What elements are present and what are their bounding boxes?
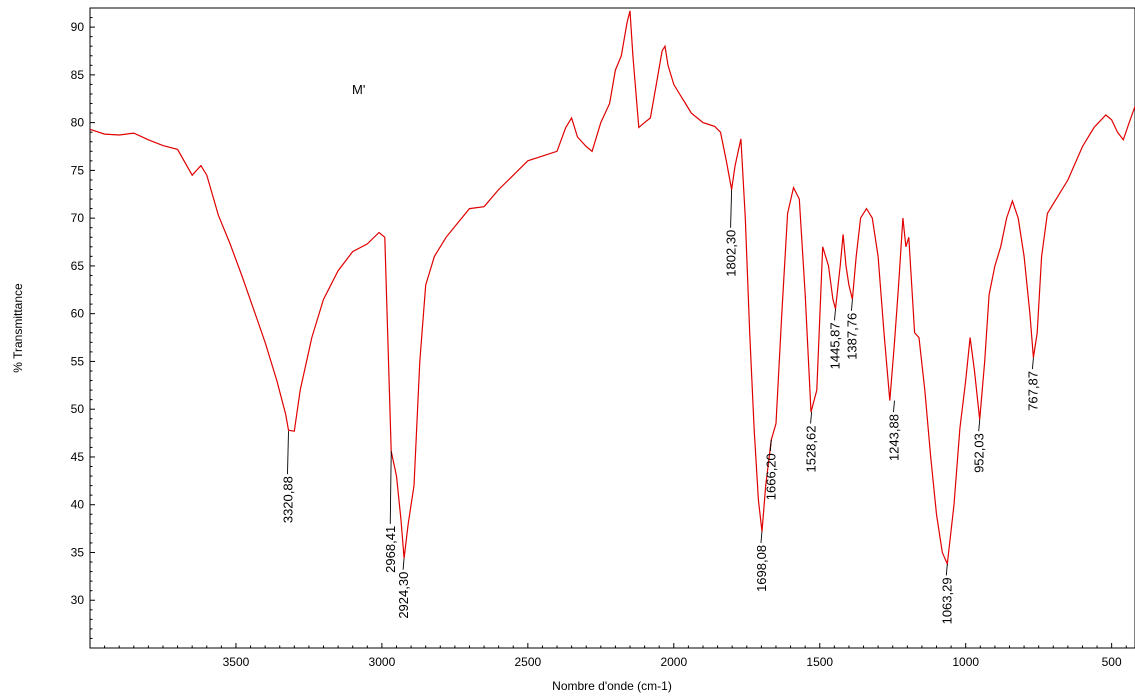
- peak-leader-line: [834, 308, 836, 321]
- peak-label: 952,03: [972, 433, 987, 473]
- peak-label: 1063,29: [939, 577, 954, 624]
- y-tick-label: 65: [71, 259, 85, 273]
- y-tick-label: 55: [71, 354, 85, 368]
- peak-label: 1445,87: [828, 322, 843, 369]
- y-tick-label: 90: [71, 20, 85, 34]
- peak-leader-line: [1031, 357, 1034, 370]
- peak-leader-line: [389, 451, 392, 524]
- y-tick-label: 40: [71, 498, 85, 512]
- y-tick-label: 85: [71, 68, 85, 82]
- y-tick-label: 60: [71, 307, 85, 321]
- x-tick-label: 500: [1102, 655, 1122, 669]
- y-tick-label: 70: [71, 211, 85, 225]
- y-tick-label: 45: [71, 450, 85, 464]
- peak-leader-line: [760, 531, 763, 543]
- peak-leader-line: [287, 431, 289, 475]
- x-tick-label: 3500: [223, 655, 250, 669]
- peak-leader-line: [769, 439, 772, 452]
- peak-label: 1243,88: [886, 414, 901, 461]
- plot-frame: [89, 7, 1135, 649]
- peak-label: 1698,08: [754, 545, 769, 592]
- sample-label: M': [352, 82, 365, 97]
- y-axis-title: % Transmittance: [11, 283, 25, 373]
- peak-label: 1387,76: [844, 313, 859, 360]
- peak-label: 2924,30: [396, 572, 411, 619]
- x-tick-label: 1500: [806, 655, 833, 669]
- peak-leader-line: [810, 412, 813, 424]
- peak-label: 1802,30: [724, 230, 739, 277]
- x-axis-title: Nombre d'onde (cm-1): [552, 679, 672, 693]
- y-tick-label: 35: [71, 545, 85, 559]
- peak-leader-line: [402, 558, 405, 570]
- peak-label: 1666,20: [763, 453, 778, 500]
- spectrum-line: [89, 10, 1135, 567]
- y-tick-label: 30: [71, 593, 85, 607]
- peak-label: 767,87: [1025, 371, 1040, 411]
- x-tick-label: 2500: [514, 655, 541, 669]
- y-tick-label: 75: [71, 163, 85, 177]
- peak-leader-line: [893, 400, 895, 413]
- peak-label: 1528,62: [804, 426, 819, 473]
- x-tick-label: 2000: [660, 655, 687, 669]
- y-tick-label: 50: [71, 402, 85, 416]
- peak-leader-line: [730, 189, 733, 228]
- peak-leader-line: [978, 419, 981, 432]
- x-axis: 3500 3000 2500 2000 1500 1000 500: [104, 643, 1127, 669]
- peak-label: 2968,41: [383, 526, 398, 573]
- peak-leader-line: [945, 563, 948, 576]
- y-axis: 30 35 40 45 50 55 60 65 70 75 80 85 90: [71, 7, 95, 639]
- peak-leader-line: [850, 299, 853, 311]
- peak-label: 3320,88: [280, 476, 295, 523]
- x-tick-label: 1000: [952, 655, 979, 669]
- x-tick-label: 3000: [369, 655, 396, 669]
- y-tick-label: 80: [71, 116, 85, 130]
